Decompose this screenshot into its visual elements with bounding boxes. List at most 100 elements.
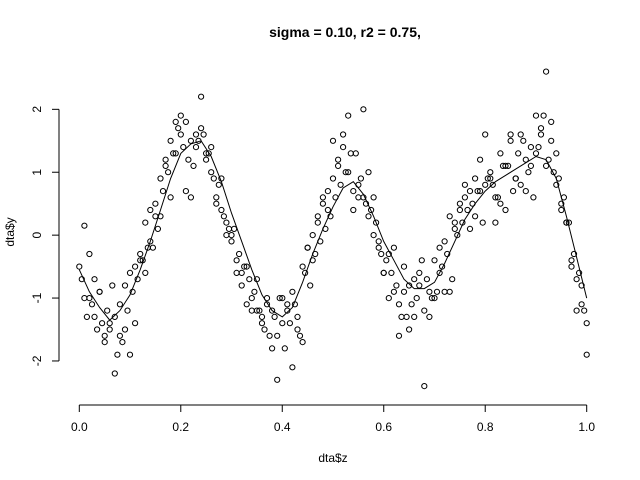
data-point — [532, 150, 540, 157]
data-point — [515, 150, 522, 157]
data-point — [451, 219, 458, 226]
data-point — [494, 194, 501, 201]
data-point — [238, 269, 245, 276]
data-point — [327, 213, 334, 220]
data-point — [558, 206, 565, 214]
data-point — [558, 200, 565, 207]
data-point — [231, 225, 238, 232]
data-point — [307, 282, 314, 289]
data-point — [550, 169, 557, 176]
data-point — [101, 339, 108, 346]
data-point — [352, 150, 359, 157]
data-point — [507, 137, 514, 144]
data-point — [375, 238, 382, 245]
x-tick-label: 0.4 — [274, 420, 291, 434]
data-point — [104, 307, 111, 314]
data-point — [225, 225, 233, 232]
data-point — [126, 269, 134, 276]
data-point — [497, 200, 504, 207]
data-point — [370, 194, 377, 201]
data-point — [137, 257, 144, 264]
data-point — [517, 131, 524, 138]
data-point — [142, 269, 149, 276]
data-point — [345, 169, 352, 176]
data-point — [144, 244, 151, 251]
y-tick-label: 1 — [30, 169, 44, 176]
data-point — [248, 295, 255, 302]
data-point — [355, 194, 362, 201]
data-point — [583, 351, 590, 358]
data-point — [525, 169, 532, 176]
data-point — [314, 219, 321, 226]
data-point — [324, 188, 331, 195]
data-point — [502, 206, 509, 214]
data-point — [116, 301, 124, 308]
data-point — [454, 232, 461, 239]
data-point — [152, 200, 159, 207]
data-point — [248, 307, 255, 314]
data-point — [509, 188, 517, 195]
data-point — [393, 282, 400, 289]
data-point — [78, 276, 85, 283]
data-point — [482, 131, 489, 138]
data-point — [324, 206, 331, 214]
data-point — [111, 313, 118, 320]
data-point — [182, 188, 189, 195]
data-point — [192, 131, 200, 138]
data-point — [380, 269, 387, 276]
data-point — [492, 219, 499, 226]
data-point — [350, 188, 357, 195]
data-point — [177, 112, 184, 119]
data-point — [246, 276, 253, 283]
data-point — [271, 313, 278, 320]
data-point — [357, 175, 364, 182]
data-point — [441, 288, 448, 295]
data-point — [132, 263, 139, 270]
y-axis-label: dta$y — [3, 217, 17, 246]
data-point — [423, 276, 430, 283]
data-point — [81, 295, 88, 302]
data-point — [165, 169, 172, 176]
data-point — [464, 206, 471, 214]
data-point — [152, 213, 159, 220]
data-point — [241, 263, 248, 270]
data-point — [350, 206, 357, 214]
data-point — [347, 150, 354, 157]
data-point — [258, 313, 266, 320]
data-point — [213, 194, 220, 201]
data-point — [507, 131, 514, 138]
data-point — [390, 244, 397, 251]
data-point — [329, 175, 337, 182]
data-point — [289, 364, 296, 371]
data-point — [251, 288, 258, 295]
data-point — [132, 320, 139, 327]
data-point — [537, 131, 545, 138]
data-point — [228, 232, 235, 239]
data-point — [147, 206, 154, 214]
data-point — [365, 169, 372, 176]
data-point — [187, 137, 194, 144]
data-point — [86, 295, 93, 302]
data-point — [497, 150, 504, 157]
data-point — [243, 301, 250, 308]
data-point — [263, 301, 271, 308]
data-point — [385, 295, 392, 302]
data-point — [416, 282, 423, 289]
data-point — [286, 320, 293, 327]
data-point — [553, 150, 560, 157]
data-point — [142, 219, 149, 226]
fit-line-path — [78, 140, 588, 321]
data-point — [489, 181, 496, 188]
data-point — [335, 162, 342, 169]
data-point — [581, 307, 588, 314]
data-point — [243, 263, 250, 270]
data-point — [466, 188, 474, 195]
data-point — [360, 106, 367, 113]
data-point — [210, 175, 217, 182]
data-point — [329, 137, 337, 144]
data-point — [223, 219, 230, 226]
data-point — [236, 250, 243, 258]
data-point — [76, 263, 83, 270]
data-point — [378, 250, 385, 258]
